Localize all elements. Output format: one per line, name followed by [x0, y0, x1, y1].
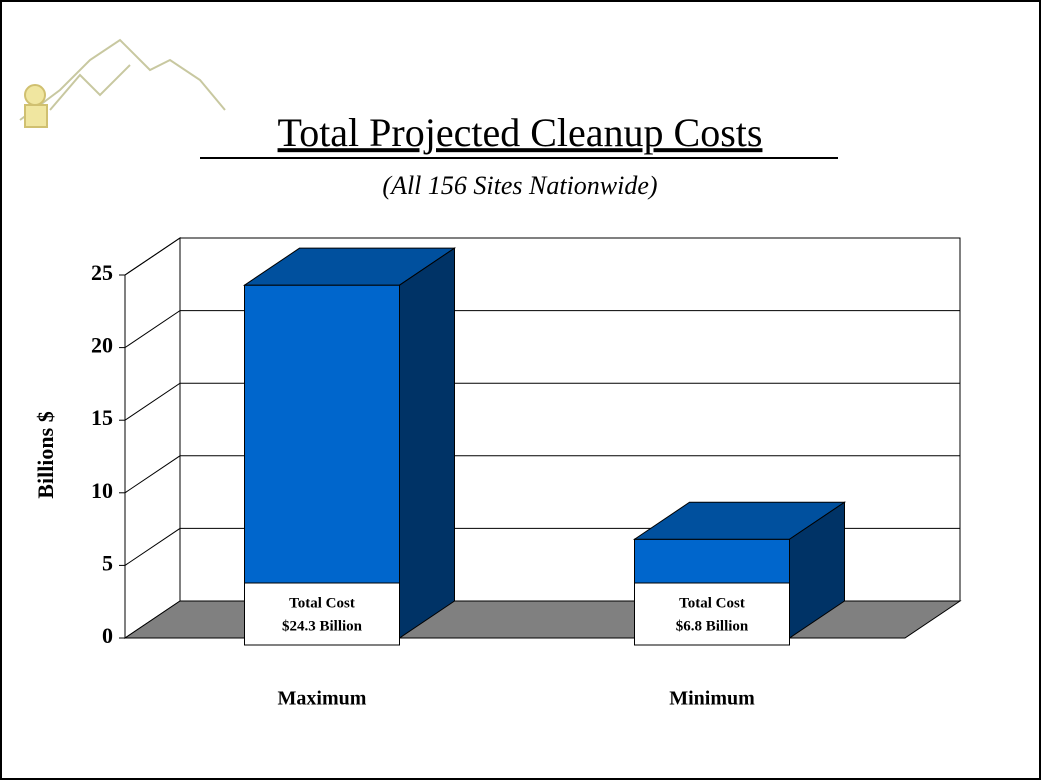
y-tick-label: 25	[91, 260, 113, 285]
y-tick-label: 10	[91, 478, 113, 503]
bar-side	[399, 247, 455, 639]
grid-line	[124, 382, 960, 421]
chart-subtitle: (All 156 Sites Nationwide)	[382, 171, 657, 200]
chart-title: Total Projected Cleanup Costs	[278, 110, 763, 155]
grid-line	[124, 237, 960, 276]
grid-line	[124, 310, 960, 349]
value-label-box	[244, 582, 400, 646]
y-tick-label: 20	[91, 333, 113, 358]
value-label: $24.3 Billion	[282, 618, 363, 634]
grid-line	[124, 455, 960, 494]
side-wall	[124, 237, 181, 639]
value-label-heading: Total Cost	[289, 595, 355, 611]
y-axis-label: Billions $	[33, 411, 58, 498]
x-tick-label: Maximum	[278, 688, 367, 710]
x-tick-label: Minimum	[669, 688, 755, 710]
logo	[19, 38, 226, 128]
y-tick-label: 5	[102, 550, 113, 575]
y-tick-label: 0	[102, 623, 113, 648]
value-label-box	[634, 582, 790, 646]
bar-front	[244, 284, 400, 639]
y-tick-label: 15	[91, 405, 113, 430]
value-label-heading: Total Cost	[679, 595, 745, 611]
value-label: $6.8 Billion	[676, 618, 749, 634]
